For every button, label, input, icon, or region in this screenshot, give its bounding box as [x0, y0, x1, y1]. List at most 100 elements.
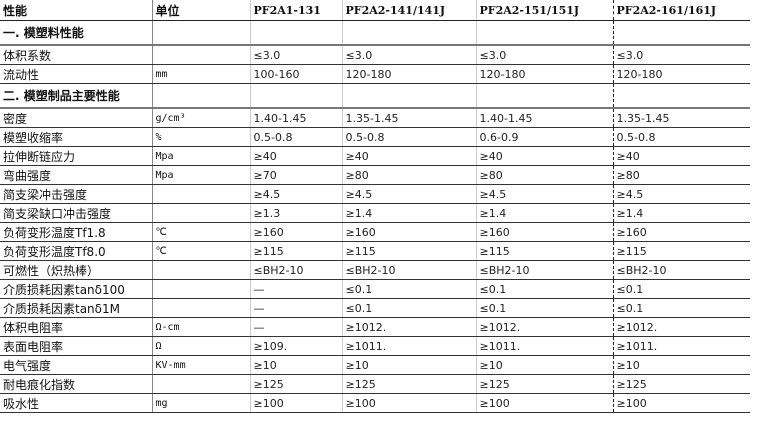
- cell-property: 吸水性: [0, 393, 152, 413]
- section-row: 二. 模塑制品主要性能: [0, 83, 750, 109]
- cell-property: 体积电阻率: [0, 317, 152, 337]
- cell-pf2a2-141: ≥4.5: [341, 184, 476, 204]
- table-row: 可燃性（炽热棒） ≤BH2-10 ≤BH2-10 ≤BH2-10 ≤BH2-10: [0, 260, 750, 280]
- cell-pf2a2-141: 1.35-1.45: [341, 108, 476, 128]
- cell-pf2a2-141: ≤0.1: [341, 298, 476, 318]
- cell-pf2a2-141: 0.5-0.8: [341, 127, 476, 147]
- table-row: 电气强度 KV-mm ≥10 ≥10 ≥10 ≥10: [0, 355, 750, 375]
- cell-property: 体积系数: [0, 45, 152, 65]
- cell-pf2a2-141: ≥10: [341, 355, 476, 375]
- cell-pf2a1-131: ≥109.: [249, 336, 342, 356]
- cell-pf2a1-131: ≥115: [249, 241, 342, 261]
- cell-pf2a2-141: ≤0.1: [341, 279, 476, 299]
- cell-pf2a2-161: ≤3.0: [612, 45, 750, 65]
- cell-unit: [151, 20, 250, 46]
- cell-pf2a2-141: ≤BH2-10: [341, 260, 476, 280]
- cell-property: 密度: [0, 108, 152, 128]
- cell-pf2a1-131: —: [249, 279, 342, 299]
- cell-pf2a2-151: ≤0.1: [475, 298, 613, 318]
- table-row: 流动性 mm 100-160 120-180 120-180 120-180: [0, 64, 750, 84]
- cell-pf2a2-161: ≥1012.: [612, 317, 750, 337]
- cell-pf2a1-131: ≥70: [249, 165, 342, 185]
- cell-pf2a1-131: —: [249, 298, 342, 318]
- cell-pf2a2-161: 1.35-1.45: [612, 108, 750, 128]
- cell-unit: ℃: [151, 222, 250, 242]
- cell-pf2a2-161: ≤0.1: [612, 279, 750, 299]
- cell-pf2a2-151: 0.6-0.9: [475, 127, 613, 147]
- cell-property: 可燃性（炽热棒）: [0, 260, 152, 280]
- table-row: 负荷变形温度Tf1.8 ℃ ≥160 ≥160 ≥160 ≥160: [0, 222, 750, 242]
- table-row: 弯曲强度 Mpa ≥70 ≥80 ≥80 ≥80: [0, 165, 750, 185]
- table-row: 体积系数 ≤3.0 ≤3.0 ≤3.0 ≤3.0: [0, 45, 750, 65]
- cell-pf2a2-161: ≥1.4: [612, 203, 750, 223]
- table-row: 表面电阻率 Ω ≥109. ≥1011. ≥1011. ≥1011.: [0, 336, 750, 356]
- cell-pf2a2-141: ≥115: [341, 241, 476, 261]
- cell-unit: Mpa: [151, 165, 250, 185]
- table-row: 介质损耗因素tanδ100— ≤0.1 ≤0.1 ≤0.1: [0, 279, 750, 299]
- cell-pf2a2-161: ≥1011.: [612, 336, 750, 356]
- cell-pf2a2-151: ≥115: [475, 241, 613, 261]
- cell-pf2a2-151: ≥1011.: [475, 336, 613, 356]
- cell-property: 流动性: [0, 64, 152, 84]
- cell-pf2a2-161: ≥100: [612, 393, 750, 413]
- cell-property: 简支梁缺口冲击强度: [0, 203, 152, 223]
- header-unit: 单位: [151, 0, 250, 21]
- cell-property: 耐电痕化指数: [0, 374, 152, 394]
- cell-pf2a2-141: [341, 20, 476, 46]
- cell-pf2a2-141: ≥125: [341, 374, 476, 394]
- table-row: 密度 g/cm³ 1.40-1.45 1.35-1.45 1.40-1.45 1.35-1…: [0, 108, 750, 128]
- cell-pf2a2-161: ≥125: [612, 374, 750, 394]
- cell-pf2a2-161: ≥115: [612, 241, 750, 261]
- cell-pf2a1-131: ≥40: [249, 146, 342, 166]
- cell-pf2a2-151: ≥160: [475, 222, 613, 242]
- cell-unit: g/cm³: [151, 108, 250, 128]
- cell-unit: Ω-cm: [151, 317, 250, 337]
- cell-pf2a2-141: ≥1011.: [341, 336, 476, 356]
- cell-pf2a1-131: —: [249, 317, 342, 337]
- table-row: 负荷变形温度Tf8.0 ℃ ≥115 ≥115 ≥115 ≥115: [0, 241, 750, 261]
- cell-pf2a2-141: 120-180: [341, 64, 476, 84]
- table-row: 介质损耗因素tanδ1M — ≤0.1 ≤0.1 ≤0.1: [0, 298, 750, 318]
- cell-pf2a2-161: ≥160: [612, 222, 750, 242]
- cell-pf2a2-151: ≥100: [475, 393, 613, 413]
- cell-unit: [151, 45, 250, 65]
- header-pf2a2-141: PF2A2-141/141J: [341, 0, 476, 21]
- header-pf2a1-131: PF2A1-131: [249, 0, 342, 21]
- cell-unit: [151, 83, 250, 109]
- cell-pf2a2-151: ≥1012.: [475, 317, 613, 337]
- cell-pf2a2-161: ≥10: [612, 355, 750, 375]
- cell-property: 负荷变形温度Tf8.0: [0, 241, 152, 261]
- table-row: 简支梁冲击强度 ≥4.5 ≥4.5 ≥4.5 ≥4.5: [0, 184, 750, 204]
- cell-pf2a1-131: [249, 83, 342, 109]
- cell-pf2a2-151: ≥40: [475, 146, 613, 166]
- cell-unit: [151, 374, 250, 394]
- cell-property: 表面电阻率: [0, 336, 152, 356]
- cell-pf2a1-131: ≥1.3: [249, 203, 342, 223]
- cell-property: 负荷变形温度Tf1.8: [0, 222, 152, 242]
- cell-unit: [151, 203, 250, 223]
- cell-property: 拉伸断链应力: [0, 146, 152, 166]
- cell-unit: %: [151, 127, 250, 147]
- cell-pf2a2-151: [475, 83, 613, 109]
- cell-pf2a2-161: [612, 83, 750, 109]
- cell-pf2a2-161: ≥80: [612, 165, 750, 185]
- cell-unit: Ω: [151, 336, 250, 356]
- cell-property: 简支梁冲击强度: [0, 184, 152, 204]
- properties-table: 性能 单位 PF2A1-131 PF2A2-141/141J PF2A2-151…: [0, 0, 750, 413]
- cell-pf2a1-131: ≥10: [249, 355, 342, 375]
- cell-pf2a1-131: ≥100: [249, 393, 342, 413]
- cell-pf2a2-161: ≤BH2-10: [612, 260, 750, 280]
- cell-unit: ℃: [151, 241, 250, 261]
- cell-pf2a2-141: ≥40: [341, 146, 476, 166]
- cell-pf2a1-131: ≥125: [249, 374, 342, 394]
- table-row: 简支梁缺口冲击强度 ≥1.3 ≥1.4 ≥1.4 ≥1.4: [0, 203, 750, 223]
- cell-unit: [151, 184, 250, 204]
- cell-pf2a2-141: [341, 83, 476, 109]
- header-pf2a2-161: PF2A2-161/161J: [612, 0, 750, 21]
- cell-pf2a2-161: ≥40: [612, 146, 750, 166]
- cell-pf2a2-161: ≥4.5: [612, 184, 750, 204]
- table-row: 耐电痕化指数 ≥125 ≥125 ≥125 ≥125: [0, 374, 750, 394]
- cell-pf2a1-131: ≥4.5: [249, 184, 342, 204]
- header-property: 性能: [0, 0, 152, 21]
- cell-pf2a2-151: ≥4.5: [475, 184, 613, 204]
